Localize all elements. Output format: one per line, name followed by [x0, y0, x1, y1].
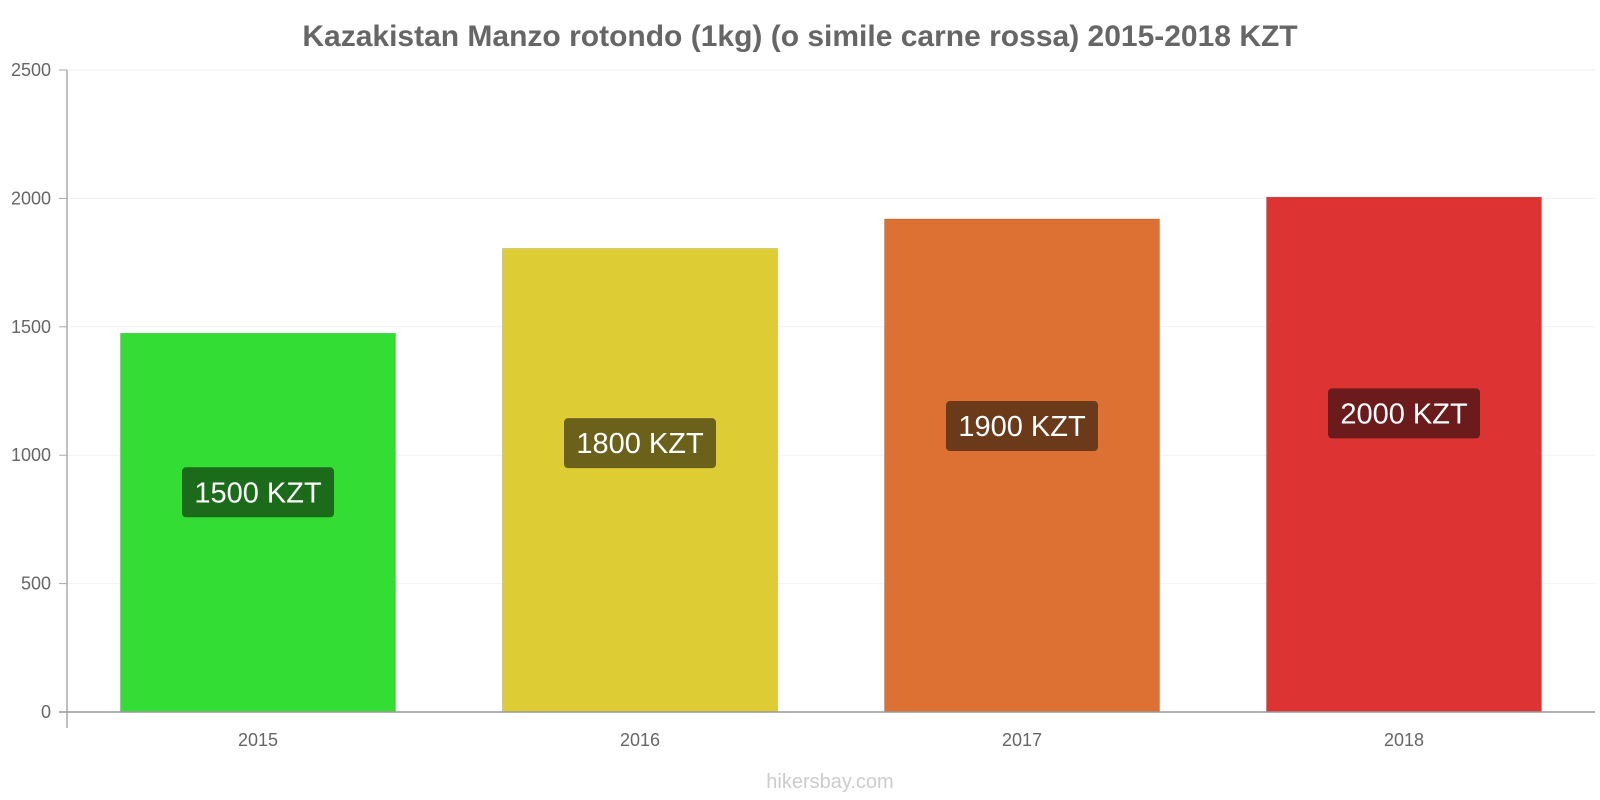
- value-label-box: [564, 418, 716, 469]
- y-tick-label: 1500: [11, 317, 51, 337]
- bar-2017: [883, 218, 1161, 713]
- chart-title: Kazakistan Manzo rotondo (1kg) (o simile…: [302, 20, 1297, 53]
- value-label-box: [946, 401, 1098, 452]
- bar-2018: [1265, 196, 1543, 713]
- y-tick-label: 1000: [11, 445, 51, 465]
- value-label-box: [182, 467, 334, 518]
- x-tick-label: 2016: [620, 730, 660, 750]
- x-tick-label: 2017: [1002, 730, 1042, 750]
- bar-2015: [119, 332, 397, 713]
- y-tick-label: 2000: [11, 188, 51, 208]
- watermark: hikersbay.com: [766, 771, 893, 793]
- bar-2016: [501, 247, 779, 713]
- value-label: 1900 KZT: [958, 411, 1086, 443]
- value-label: 1800 KZT: [576, 428, 704, 460]
- y-tick-label: 2500: [11, 60, 51, 80]
- value-label: 2000 KZT: [1340, 398, 1468, 430]
- x-tick-label: 2015: [238, 730, 278, 750]
- y-tick-label: 0: [41, 702, 51, 722]
- value-label: 1500 KZT: [194, 477, 322, 509]
- x-tick-label: 2018: [1384, 730, 1424, 750]
- bars: 1500 KZT 1800 KZT 1900 KZT 2000 KZT: [119, 196, 1543, 713]
- x-axis: 2015 2016 2017 2018: [59, 711, 1595, 750]
- value-label-box: [1328, 388, 1480, 439]
- y-axis: 0 500 1000 1500 2000 2500: [11, 60, 68, 728]
- y-tick-label: 500: [21, 574, 51, 594]
